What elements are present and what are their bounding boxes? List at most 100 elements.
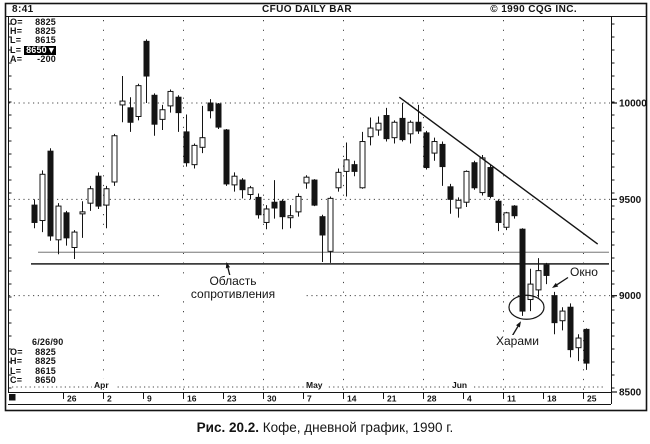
window-label: Окно bbox=[569, 265, 599, 279]
quote-value: 8615 bbox=[35, 365, 56, 376]
window-arrow bbox=[556, 276, 569, 286]
candle-body-black bbox=[127, 107, 134, 123]
month-label: Apr bbox=[94, 380, 109, 390]
x-tick-label: 4 bbox=[467, 394, 472, 404]
candle-body-black bbox=[519, 228, 526, 312]
candle-body-white bbox=[199, 137, 206, 148]
candle-body-black bbox=[383, 115, 390, 140]
cqg-chart-window: Apr May Jun 8500 9000 9500 10000 26 2 9 16 23 30 7 14 2… bbox=[4, 2, 648, 412]
quote-row: L= 8615 bbox=[10, 36, 56, 45]
candle-body-white bbox=[535, 270, 542, 291]
candle-body-white bbox=[191, 144, 198, 166]
x-tick-label: 21 bbox=[387, 394, 397, 404]
candle-body-white bbox=[287, 215, 294, 219]
candle-body-black bbox=[183, 131, 190, 164]
x-tick-label: 18 bbox=[547, 394, 557, 404]
candle-body-white bbox=[527, 283, 534, 301]
x-tick-label: 14 bbox=[347, 394, 357, 404]
candle-body-white bbox=[391, 121, 398, 139]
candle-body-black bbox=[215, 103, 222, 128]
last-price-highlighted: 8650▼ bbox=[24, 45, 56, 55]
quote-row: L= 8650▼ bbox=[10, 44, 56, 55]
month-label: Jun bbox=[452, 380, 467, 390]
quote-label: L= bbox=[10, 35, 22, 46]
candle-body-white bbox=[359, 141, 366, 189]
harami-ellipse bbox=[508, 294, 545, 320]
clock-time: 8:41 bbox=[12, 4, 34, 15]
candle-body-white bbox=[263, 208, 270, 223]
candle-body-black bbox=[447, 186, 454, 200]
candle-body-black bbox=[63, 212, 70, 239]
candle-body-black bbox=[351, 164, 358, 172]
candle-body-white bbox=[159, 109, 166, 120]
quote-label: O= bbox=[10, 17, 23, 27]
month-label: May bbox=[306, 380, 323, 390]
resistance-area-label: Область сопротивления bbox=[162, 275, 304, 301]
candle-body-black bbox=[311, 179, 318, 206]
candle-body-white bbox=[71, 231, 78, 249]
candle-body-white bbox=[135, 85, 142, 117]
resistance-label-line2: сопротивления bbox=[190, 287, 276, 301]
quote-value: 8825 bbox=[35, 356, 56, 367]
candle-body-black bbox=[399, 117, 406, 141]
quote-label: L= bbox=[10, 44, 22, 55]
candle-body-black bbox=[487, 167, 494, 197]
figure-number: Рис. 20.2. bbox=[196, 420, 259, 435]
candle-body-white bbox=[295, 195, 302, 213]
quote-label: H= bbox=[10, 356, 23, 367]
candle-body-black bbox=[471, 162, 478, 189]
quote-row: O= 8825 bbox=[10, 347, 63, 358]
harami-arrow-head bbox=[516, 321, 521, 328]
x-tick-label: 16 bbox=[187, 394, 197, 404]
candle-body-white bbox=[79, 211, 86, 215]
y-axis-label: 8500 bbox=[619, 388, 642, 399]
candle-body-black bbox=[551, 295, 558, 324]
quote-row: L= 8615 bbox=[10, 365, 63, 376]
candle-body-black bbox=[495, 200, 502, 223]
candle-body-black bbox=[567, 306, 574, 351]
x-tick-label: 28 bbox=[427, 394, 437, 404]
quote-value: 8825 bbox=[35, 347, 56, 358]
resistance-arrow-head bbox=[225, 262, 231, 269]
candle-body-white bbox=[375, 122, 382, 131]
quote-label: L= bbox=[10, 365, 22, 376]
candle-body-black bbox=[151, 94, 158, 125]
candle-body-white bbox=[303, 176, 310, 184]
candle-body-black bbox=[583, 328, 590, 364]
candle-body-white bbox=[407, 121, 414, 135]
candle-body-white bbox=[575, 337, 582, 349]
chart-titlebar: 8:41 CFUO DAILY BAR © 1990 CQG INC. bbox=[8, 4, 644, 16]
quote-label: A= bbox=[10, 53, 23, 64]
month-label-bg bbox=[304, 379, 328, 389]
harami-label: Харами bbox=[495, 334, 540, 348]
candle-body-white bbox=[327, 197, 334, 252]
candle-body-black bbox=[175, 96, 182, 114]
candle-body-white bbox=[111, 135, 118, 183]
quote-label: C= bbox=[10, 374, 23, 385]
outer-border bbox=[4, 2, 648, 412]
candle-body-white bbox=[231, 175, 238, 186]
candle-body-white bbox=[463, 170, 470, 203]
x-tick-label: 26 bbox=[67, 394, 77, 404]
candle-body-white bbox=[55, 205, 62, 241]
candle-body-white bbox=[343, 159, 350, 172]
candlestick-chart: Apr May Jun 8500 9000 9500 10000 26 2 9 16 23 30 7 14 2… bbox=[4, 2, 648, 412]
quote-label: H= bbox=[10, 26, 23, 37]
candle-body-black bbox=[439, 143, 446, 168]
candle-body-white bbox=[87, 188, 94, 204]
candle-body-white bbox=[335, 171, 342, 189]
y-axis-label: 9000 bbox=[619, 291, 642, 302]
resistance-label-line1: Область bbox=[209, 274, 257, 288]
x-tick-label: 11 bbox=[507, 394, 516, 404]
candle-body-white bbox=[455, 199, 462, 209]
candle-body-black bbox=[255, 196, 262, 216]
candle-body-white bbox=[167, 90, 174, 107]
month-label-bg bbox=[92, 379, 116, 389]
quote-value: 8825 bbox=[35, 17, 56, 27]
candle-body-black bbox=[207, 102, 214, 112]
candle-body-black bbox=[143, 40, 150, 77]
candle-body-black bbox=[239, 179, 246, 191]
x-tick-label: 9 bbox=[147, 394, 152, 404]
candle-body-black bbox=[423, 132, 430, 169]
copyright-notice: © 1990 CQG INC. bbox=[490, 4, 577, 15]
